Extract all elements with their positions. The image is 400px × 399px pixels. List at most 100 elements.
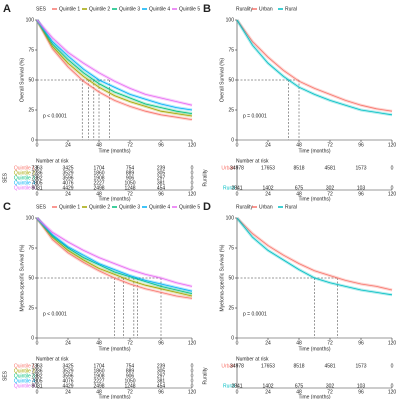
legend-label: Quintile 3	[119, 6, 140, 12]
y-tick-label: 50	[28, 77, 34, 83]
legend-label: Quintile 5	[179, 204, 200, 210]
risk-x-tick-label: 96	[358, 191, 364, 197]
risk-count: 8518	[293, 363, 304, 369]
confidence-band	[235, 19, 393, 113]
risk-count: 3529	[62, 368, 73, 374]
x-tick-label: 72	[327, 340, 333, 346]
risk-count: 454	[157, 185, 166, 191]
risk-count: 302	[326, 383, 335, 389]
x-tick-label: 96	[158, 340, 164, 346]
y-axis-label: Myeloma-specific Survival (%)	[219, 244, 225, 311]
risk-count: 754	[126, 363, 135, 369]
y-tick-label: 75	[28, 47, 34, 53]
risk-x-tick-label: 48	[96, 389, 102, 395]
legend-label: Quintile 2	[89, 204, 110, 210]
risk-count: 1050	[124, 180, 135, 186]
legend-label: Quintile 1	[59, 204, 80, 210]
x-tick-label: 0	[236, 142, 239, 148]
risk-row-label: Rural	[223, 383, 235, 389]
risk-count: 1860	[93, 170, 104, 176]
risk-row-label: Quintile 5	[14, 383, 35, 389]
legend-label: Quintile 4	[149, 6, 170, 12]
risk-count: 754	[126, 165, 135, 171]
risk-count: 7805	[31, 180, 42, 186]
risk-count: 889	[126, 368, 135, 374]
risk-x-tick-label: 0	[36, 191, 39, 197]
legend-title: Rurality	[236, 204, 253, 210]
x-tick-label: 24	[65, 340, 71, 346]
risk-count: 0	[191, 175, 194, 181]
risk-count: 7382	[31, 175, 42, 181]
risk-count: 1704	[93, 165, 104, 171]
legend-label: Urban	[259, 204, 273, 210]
y-tick-label: 75	[228, 47, 234, 53]
risk-x-label: Time (months)	[98, 196, 130, 202]
x-tick-label: 48	[296, 142, 302, 148]
y-tick-label: 25	[228, 305, 234, 311]
risk-table-title: Number at risk	[36, 158, 69, 164]
risk-x-tick-label: 120	[388, 389, 397, 395]
risk-row-label: Quintile 2	[14, 170, 35, 176]
y-tick-label: 0	[31, 335, 34, 341]
risk-count: 906	[126, 373, 135, 379]
x-tick-label: 96	[358, 142, 364, 148]
risk-x-tick-label: 120	[188, 191, 197, 197]
survival-curve	[236, 19, 393, 116]
risk-count: 1908	[93, 373, 104, 379]
x-axis-label: Time (months)	[298, 346, 330, 352]
survival-curve	[36, 19, 193, 114]
x-tick-label: 96	[358, 340, 364, 346]
risk-count: 302	[326, 185, 335, 191]
y-tick-label: 25	[228, 107, 234, 113]
risk-count: 305	[157, 368, 166, 374]
risk-count: 2227	[93, 378, 104, 384]
y-tick-label: 75	[28, 245, 34, 251]
risk-row-label: Quintile 2	[14, 368, 35, 374]
x-tick-label: 72	[127, 340, 133, 346]
survival-curve	[36, 19, 193, 120]
x-tick-label: 24	[65, 142, 71, 148]
legend-label: Quintile 4	[149, 204, 170, 210]
x-tick-label: 48	[96, 340, 102, 346]
risk-count: 34978	[230, 363, 244, 369]
risk-x-tick-label: 96	[158, 191, 164, 197]
risk-count: 0	[191, 185, 194, 191]
risk-table-title: Number at risk	[236, 158, 269, 164]
legend-label: Quintile 3	[119, 204, 140, 210]
risk-count: 1704	[93, 363, 104, 369]
p-value: p < 0.0001	[43, 311, 67, 317]
risk-count: 1050	[124, 378, 135, 384]
risk-count: 675	[295, 383, 304, 389]
x-tick-label: 120	[388, 340, 397, 346]
risk-count: 454	[157, 383, 166, 389]
risk-count: 103	[357, 383, 366, 389]
risk-count: 381	[157, 180, 166, 186]
risk-x-tick-label: 72	[127, 191, 133, 197]
risk-count: 17653	[261, 363, 275, 369]
risk-row-label: Quintile 4	[14, 378, 35, 384]
risk-y-label: SES	[2, 172, 8, 183]
risk-count: 2498	[93, 185, 104, 191]
risk-count: 0	[191, 165, 194, 171]
legend-title: SES	[36, 6, 47, 12]
risk-x-tick-label: 0	[36, 389, 39, 395]
risk-count: 4429	[62, 185, 73, 191]
risk-count: 239	[157, 363, 166, 369]
risk-row-label: Quintile 1	[14, 363, 35, 369]
risk-count: 381	[157, 378, 166, 384]
survival-curve	[236, 19, 393, 112]
x-tick-label: 24	[265, 142, 271, 148]
x-tick-label: 24	[265, 340, 271, 346]
x-axis-label: Time (months)	[98, 346, 130, 352]
risk-count: 2498	[93, 383, 104, 389]
risk-count: 4076	[62, 180, 73, 186]
risk-count: 1908	[93, 175, 104, 181]
risk-count: 889	[126, 170, 135, 176]
risk-row-label: Quintile 4	[14, 180, 35, 186]
risk-count: 0	[391, 363, 394, 369]
risk-y-label: SES	[2, 370, 8, 381]
x-tick-label: 72	[327, 142, 333, 148]
risk-count: 0	[391, 185, 394, 191]
confidence-band	[235, 19, 393, 117]
